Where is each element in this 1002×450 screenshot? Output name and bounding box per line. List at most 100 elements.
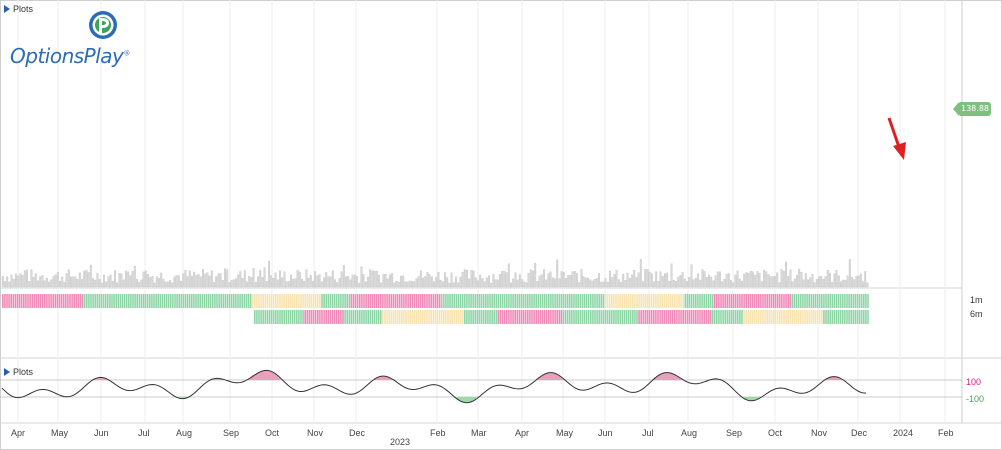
signal-strip-1m-cell bbox=[405, 294, 407, 308]
signal-strip-1m-cell bbox=[562, 294, 565, 308]
volume-bar bbox=[292, 278, 295, 288]
signal-strip-6m-cell bbox=[705, 310, 708, 324]
volume-bar bbox=[765, 271, 768, 288]
signal-strip-1m-cell bbox=[657, 294, 659, 308]
volume-bar bbox=[140, 279, 143, 288]
signal-strip-1m-cell bbox=[837, 294, 840, 308]
signal-strip-1m-cell bbox=[325, 294, 327, 308]
signal-strip-1m-cell bbox=[795, 294, 798, 308]
volume-bar bbox=[501, 271, 504, 288]
volume-bar bbox=[26, 269, 28, 288]
oscillator-overbought-fill bbox=[836, 377, 838, 380]
signal-strip-1m-cell bbox=[686, 294, 689, 308]
volume-bar bbox=[732, 282, 735, 288]
signal-strip-6m-cell bbox=[850, 310, 852, 324]
time-axis-label: Jul bbox=[642, 428, 654, 438]
signal-strip-1m-cell bbox=[478, 294, 481, 308]
volume-bar bbox=[837, 275, 840, 288]
oscillator-overbought-fill bbox=[378, 376, 380, 380]
plots-toggle-top[interactable]: Plots bbox=[4, 4, 33, 14]
signal-strip-1m-cell bbox=[711, 294, 714, 308]
signal-strip-1m-cell bbox=[560, 294, 563, 308]
time-axis-label: Apr bbox=[11, 428, 25, 438]
signal-strip-1m-cell bbox=[480, 294, 483, 308]
volume-bar bbox=[512, 278, 515, 288]
signal-strip-6m-cell bbox=[279, 310, 281, 324]
signal-strip-1m-cell bbox=[461, 294, 464, 308]
signal-strip-6m-cell bbox=[401, 310, 403, 324]
signal-strip-1m-cell bbox=[193, 294, 195, 308]
signal-strip-1m-cell bbox=[352, 294, 355, 308]
volume-bar bbox=[672, 279, 675, 288]
signal-strip-1m-cell bbox=[464, 294, 466, 308]
signal-strip-1m-cell bbox=[468, 294, 470, 308]
signal-strip-6m-cell bbox=[346, 310, 348, 324]
time-axis-label: Mar bbox=[471, 428, 487, 438]
volume-bar bbox=[624, 280, 627, 288]
signal-strip-1m-cell bbox=[516, 294, 519, 308]
signal-strip-1m-cell bbox=[678, 294, 680, 308]
expand-triangle-icon bbox=[4, 368, 10, 376]
volume-bar bbox=[133, 265, 136, 288]
signal-strip-6m-cell bbox=[711, 310, 714, 324]
signal-strip-1m-cell bbox=[102, 294, 105, 308]
signal-strip-1m-cell bbox=[432, 294, 435, 308]
signal-strip-1m-cell bbox=[14, 294, 17, 308]
volume-bar bbox=[23, 270, 26, 288]
volume-bar bbox=[164, 281, 167, 288]
oscillator-overbought-fill bbox=[540, 375, 542, 380]
volume-bar bbox=[94, 279, 97, 288]
signal-strip-1m-cell bbox=[489, 294, 491, 308]
signal-strip-1m-cell bbox=[743, 294, 745, 308]
signal-strip-6m-cell bbox=[333, 310, 336, 324]
signal-strip-1m-cell bbox=[848, 294, 850, 308]
signal-strip-6m-cell bbox=[695, 310, 697, 324]
signal-strip-6m-cell bbox=[686, 310, 689, 324]
signal-strip-1m-cell bbox=[810, 294, 813, 308]
signal-strip-6m-cell bbox=[291, 310, 294, 324]
signal-strip-1m-cell bbox=[94, 294, 96, 308]
volume-bar bbox=[380, 282, 383, 288]
signal-strip-1m-cell bbox=[67, 294, 69, 308]
signal-strip-6m-cell bbox=[564, 310, 567, 324]
time-axis-label: Aug bbox=[681, 428, 697, 438]
signal-strip-6m-cell bbox=[516, 310, 519, 324]
plots-toggle-bottom[interactable]: Plots bbox=[4, 367, 33, 377]
signal-strip-1m-cell bbox=[184, 294, 187, 308]
time-axis-label: 2024 bbox=[893, 428, 913, 438]
volume-bar bbox=[664, 273, 666, 288]
oscillator-overbought-fill bbox=[254, 374, 256, 380]
volume-bar bbox=[243, 270, 246, 288]
volume-bar bbox=[259, 270, 262, 288]
volume-bar bbox=[197, 273, 200, 288]
signal-strip-1m-cell bbox=[224, 294, 227, 308]
oscillator-overbought-fill bbox=[670, 373, 672, 380]
signal-strip-6m-cell bbox=[671, 310, 674, 324]
oscillator-overbought-fill bbox=[260, 371, 262, 380]
volume-bar bbox=[611, 277, 614, 288]
signal-strip-6m-cell bbox=[325, 310, 327, 324]
signal-strip-1m-cell bbox=[443, 294, 445, 308]
signal-strip-1m-cell bbox=[728, 294, 731, 308]
volume-bar bbox=[723, 278, 726, 288]
signal-strip-1m-cell bbox=[167, 294, 170, 308]
volume-bar bbox=[708, 274, 710, 288]
signal-strip-1m-cell bbox=[535, 294, 537, 308]
signal-strip-6m-cell bbox=[451, 310, 453, 324]
signal-strip-1m-cell bbox=[697, 294, 699, 308]
signal-strip-1m-cell bbox=[335, 294, 338, 308]
volume-bar bbox=[435, 276, 438, 288]
signal-strip-6m-cell bbox=[722, 310, 724, 324]
signal-strip-6m-cell bbox=[348, 310, 351, 324]
signal-strip-1m-cell bbox=[254, 294, 256, 308]
signal-strip-6m-cell bbox=[697, 310, 699, 324]
volume-bar bbox=[340, 271, 343, 288]
signal-strip-1m-cell bbox=[499, 294, 502, 308]
volume-bar bbox=[413, 281, 416, 288]
signal-strip-6m-cell bbox=[848, 310, 850, 324]
volume-bar bbox=[195, 275, 198, 288]
signal-strip-6m-cell bbox=[356, 310, 359, 324]
signal-strip-1m-cell bbox=[642, 294, 645, 308]
signal-strip-6m-cell bbox=[371, 310, 374, 324]
